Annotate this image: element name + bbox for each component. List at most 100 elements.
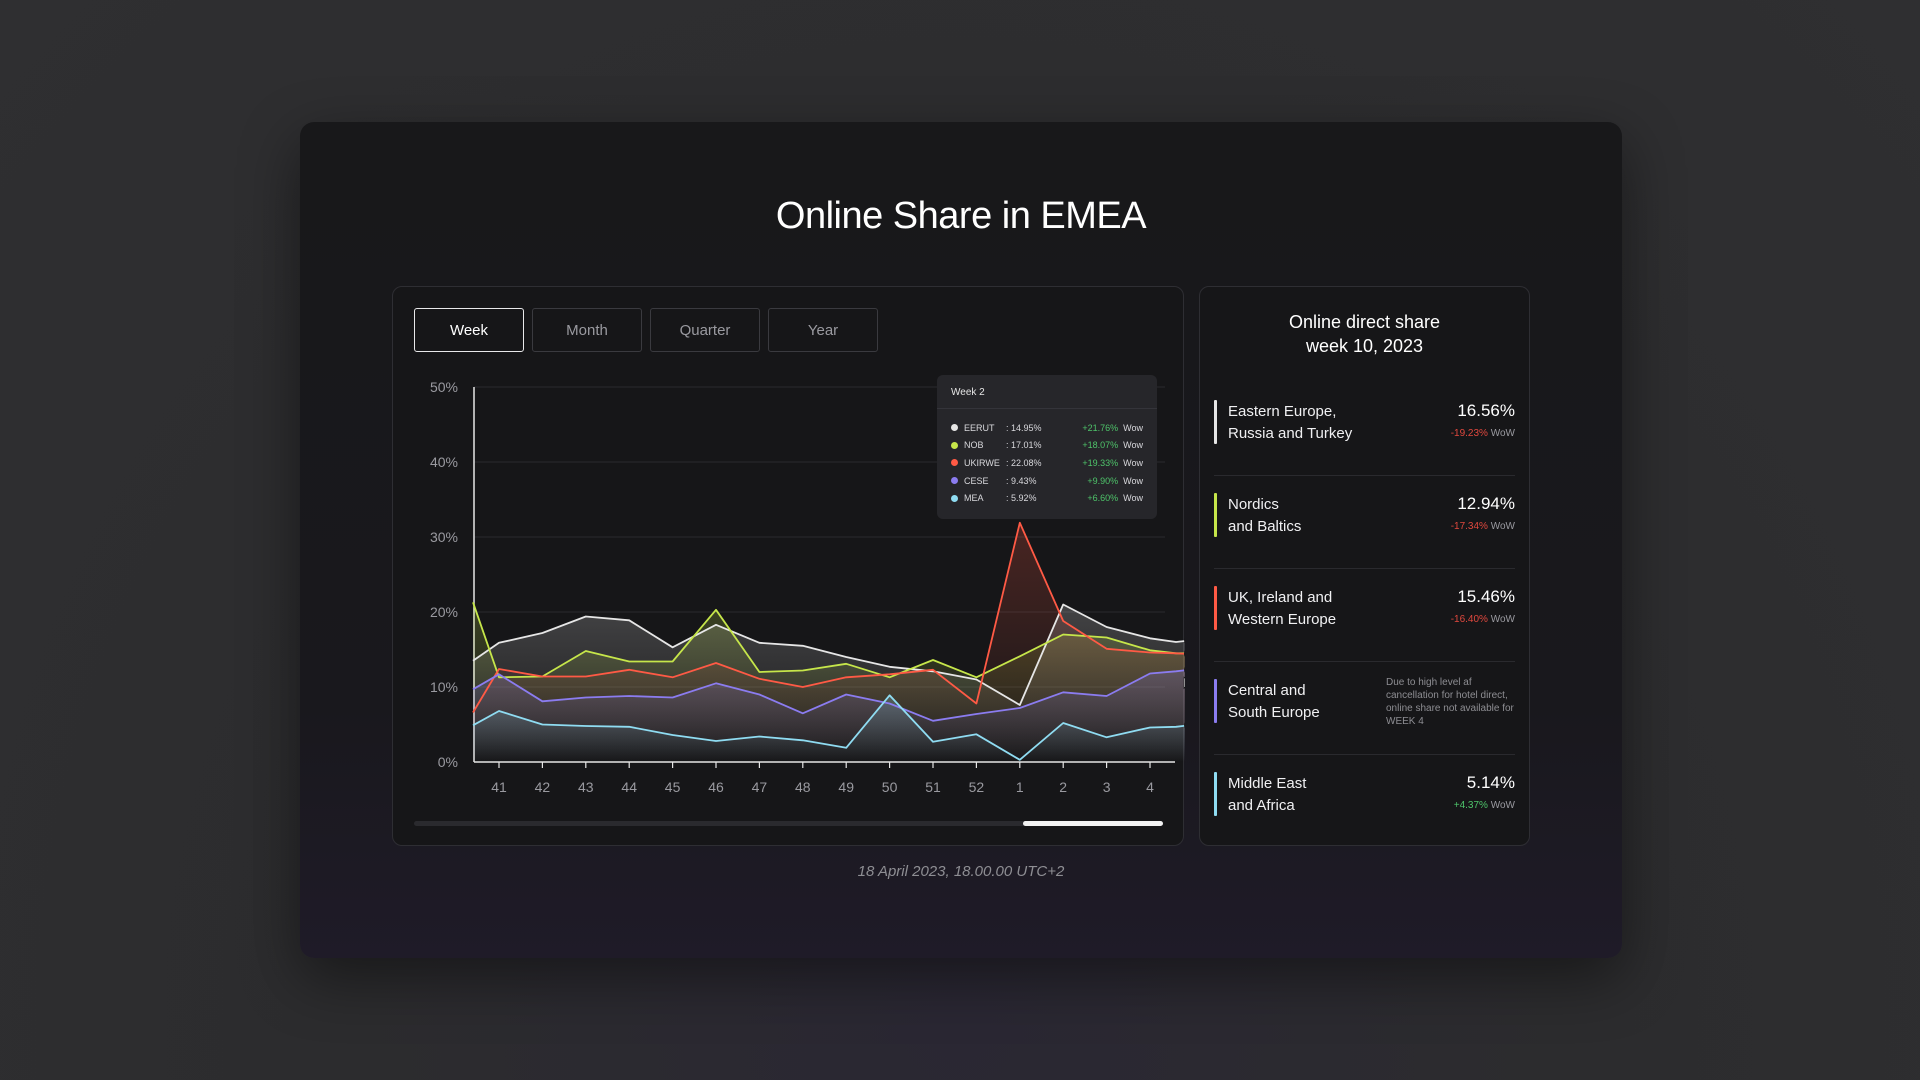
region-value: 15.46%: [1457, 587, 1515, 606]
region-value: 12.94%: [1457, 494, 1515, 513]
region-name-line1: Eastern Europe,: [1228, 403, 1337, 420]
series-area-mea: [473, 695, 1185, 762]
region-cese: Central and South Europe Due to high lev…: [1214, 662, 1515, 755]
y-tick-label: 40%: [430, 454, 458, 470]
region-name-line1: Nordics: [1228, 496, 1279, 513]
tooltip-wow-label: Wow: [1123, 457, 1143, 468]
region-name-line1: UK, Ireland and: [1228, 589, 1333, 606]
legend-dot-icon: [951, 494, 958, 502]
tooltip-divider: [937, 408, 1157, 409]
region-name-line1: Middle East: [1228, 775, 1307, 792]
region-value: 5.14%: [1466, 773, 1515, 792]
region-name-line2: South Europe: [1228, 704, 1320, 721]
region-change: +4.37% WoW: [1454, 800, 1515, 811]
region-name-line2: and Baltics: [1228, 518, 1302, 535]
x-tick-label: 50: [882, 779, 898, 795]
cursor-icon: [1183, 676, 1185, 690]
region-wow-label: WoW: [1490, 521, 1515, 532]
tooltip-series-name: UKIRWE: [964, 457, 1000, 468]
side-panel: Online direct share week 10, 2023 Easter…: [1199, 286, 1530, 846]
region-name: UK, Ireland and Western Europe: [1228, 587, 1388, 631]
chart-scrollbar-thumb[interactable]: [1023, 821, 1163, 826]
x-tick-label: 3: [1103, 779, 1111, 795]
region-name-line1: Central and: [1228, 682, 1306, 699]
tab-week[interactable]: Week: [414, 308, 524, 352]
tooltip-series-value: : 17.01%: [1006, 440, 1042, 451]
page-title: Online Share in EMEA: [775, 195, 1147, 237]
tooltip-series-value: : 9.43%: [1006, 475, 1037, 486]
tooltip-wow-label: Wow: [1123, 475, 1143, 486]
x-tick-label: 42: [535, 779, 551, 795]
region-change-value: -17.34%: [1450, 521, 1488, 532]
legend-dot-icon: [951, 424, 958, 432]
dashboard-card: Online Share in EMEA Week Month Quarter …: [300, 122, 1622, 958]
region-color-bar: [1214, 400, 1217, 444]
region-wow-label: WoW: [1490, 614, 1515, 625]
side-panel-title: Online direct share week 10, 2023: [1200, 310, 1529, 358]
tooltip-series-change: +19.33%: [1082, 457, 1119, 468]
tooltip-series-change: +18.07%: [1082, 440, 1119, 451]
x-tick-label: 47: [752, 779, 768, 795]
tab-month[interactable]: Month: [532, 308, 642, 352]
region-nob: Nordics and Baltics 12.94% -17.34% WoW: [1214, 476, 1515, 569]
tooltip-series-name: NOB: [964, 440, 984, 451]
region-change-value: +4.37%: [1453, 800, 1488, 811]
region-value: 16.56%: [1457, 401, 1515, 420]
region-color-bar: [1214, 586, 1217, 630]
tooltip-row-nob: NOB : 17.01% +18.07% Wow: [951, 437, 1143, 455]
series-line-nob: [472, 602, 1185, 679]
chart-scrollbar[interactable]: [414, 821, 1163, 826]
region-name-line2: Western Europe: [1228, 611, 1337, 628]
region-eerut: Eastern Europe, Russia and Turkey 16.56%…: [1214, 383, 1515, 476]
y-tick-label: 50%: [430, 379, 458, 395]
tooltip-series-change: +9.90%: [1087, 475, 1119, 486]
x-tick-label: 4: [1146, 779, 1154, 795]
region-color-bar: [1214, 772, 1217, 816]
tooltip-series-change: +6.60%: [1087, 493, 1119, 504]
tooltip-wow-label: Wow: [1123, 493, 1143, 504]
x-tick-label: 52: [969, 779, 985, 795]
tooltip-title: Week 2: [951, 387, 985, 398]
x-tick-label: 51: [925, 779, 941, 795]
tab-year[interactable]: Year: [768, 308, 878, 352]
region-name: Central and South Europe: [1228, 680, 1388, 724]
timestamp: 18 April 2023, 18.00.00 UTC+2: [857, 863, 1065, 880]
region-mea: Middle East and Africa 5.14% +4.37% WoW: [1214, 755, 1515, 848]
x-tick-label: 41: [491, 779, 507, 795]
region-name: Middle East and Africa: [1228, 773, 1388, 817]
tooltip-series-value: : 22.08%: [1006, 457, 1042, 468]
chart-tooltip: Week 2 EERUT : 14.95% +21.76% Wow NOB : …: [937, 375, 1157, 519]
tooltip-series-name: MEA: [964, 493, 984, 504]
region-name-line2: and Africa: [1228, 797, 1295, 814]
line-chart[interactable]: 0%10%20%30%40%50%41 42 43 44 45 46 47 48 49 50 51 5…: [393, 287, 1185, 807]
x-tick-label: 43: [578, 779, 594, 795]
tooltip-wow-label: Wow: [1123, 422, 1143, 433]
tooltip-series-value: : 14.95%: [1006, 422, 1042, 433]
tooltip-row-eerut: EERUT : 14.95% +21.76% Wow: [951, 419, 1143, 437]
region-color-bar: [1214, 493, 1217, 537]
series-line-eerut: [472, 603, 1185, 706]
region-change-value: -19.23%: [1450, 428, 1488, 439]
tooltip-wow-label: Wow: [1123, 440, 1143, 451]
region-name: Eastern Europe, Russia and Turkey: [1228, 401, 1388, 445]
y-tick-label: 20%: [430, 604, 458, 620]
period-tabs: Week Month Quarter Year: [414, 308, 878, 352]
tab-quarter[interactable]: Quarter: [650, 308, 760, 352]
x-tick-label: 2: [1059, 779, 1067, 795]
legend-dot-icon: [951, 477, 958, 485]
tooltip-row-mea: MEA : 5.92% +6.60% Wow: [951, 489, 1143, 507]
tooltip-series-name: EERUT: [964, 422, 995, 433]
region-note: Due to high level af cancellation for ho…: [1386, 677, 1514, 727]
x-tick-label: 45: [665, 779, 681, 795]
region-change: -16.40% WoW: [1451, 614, 1515, 625]
tooltip-row-ukirwe: UKIRWE : 22.08% +19.33% Wow: [951, 454, 1143, 472]
region-wow-label: WoW: [1490, 800, 1515, 811]
series-line-mea: [472, 694, 1185, 761]
side-title-line1: Online direct share: [1288, 312, 1441, 332]
x-tick-label: 1: [1016, 779, 1024, 795]
y-tick-label: 30%: [430, 529, 458, 545]
y-tick-label: 10%: [430, 679, 458, 695]
x-tick-label: 44: [621, 779, 637, 795]
legend-dot-icon: [951, 441, 958, 449]
region-wow-label: WoW: [1490, 428, 1515, 439]
